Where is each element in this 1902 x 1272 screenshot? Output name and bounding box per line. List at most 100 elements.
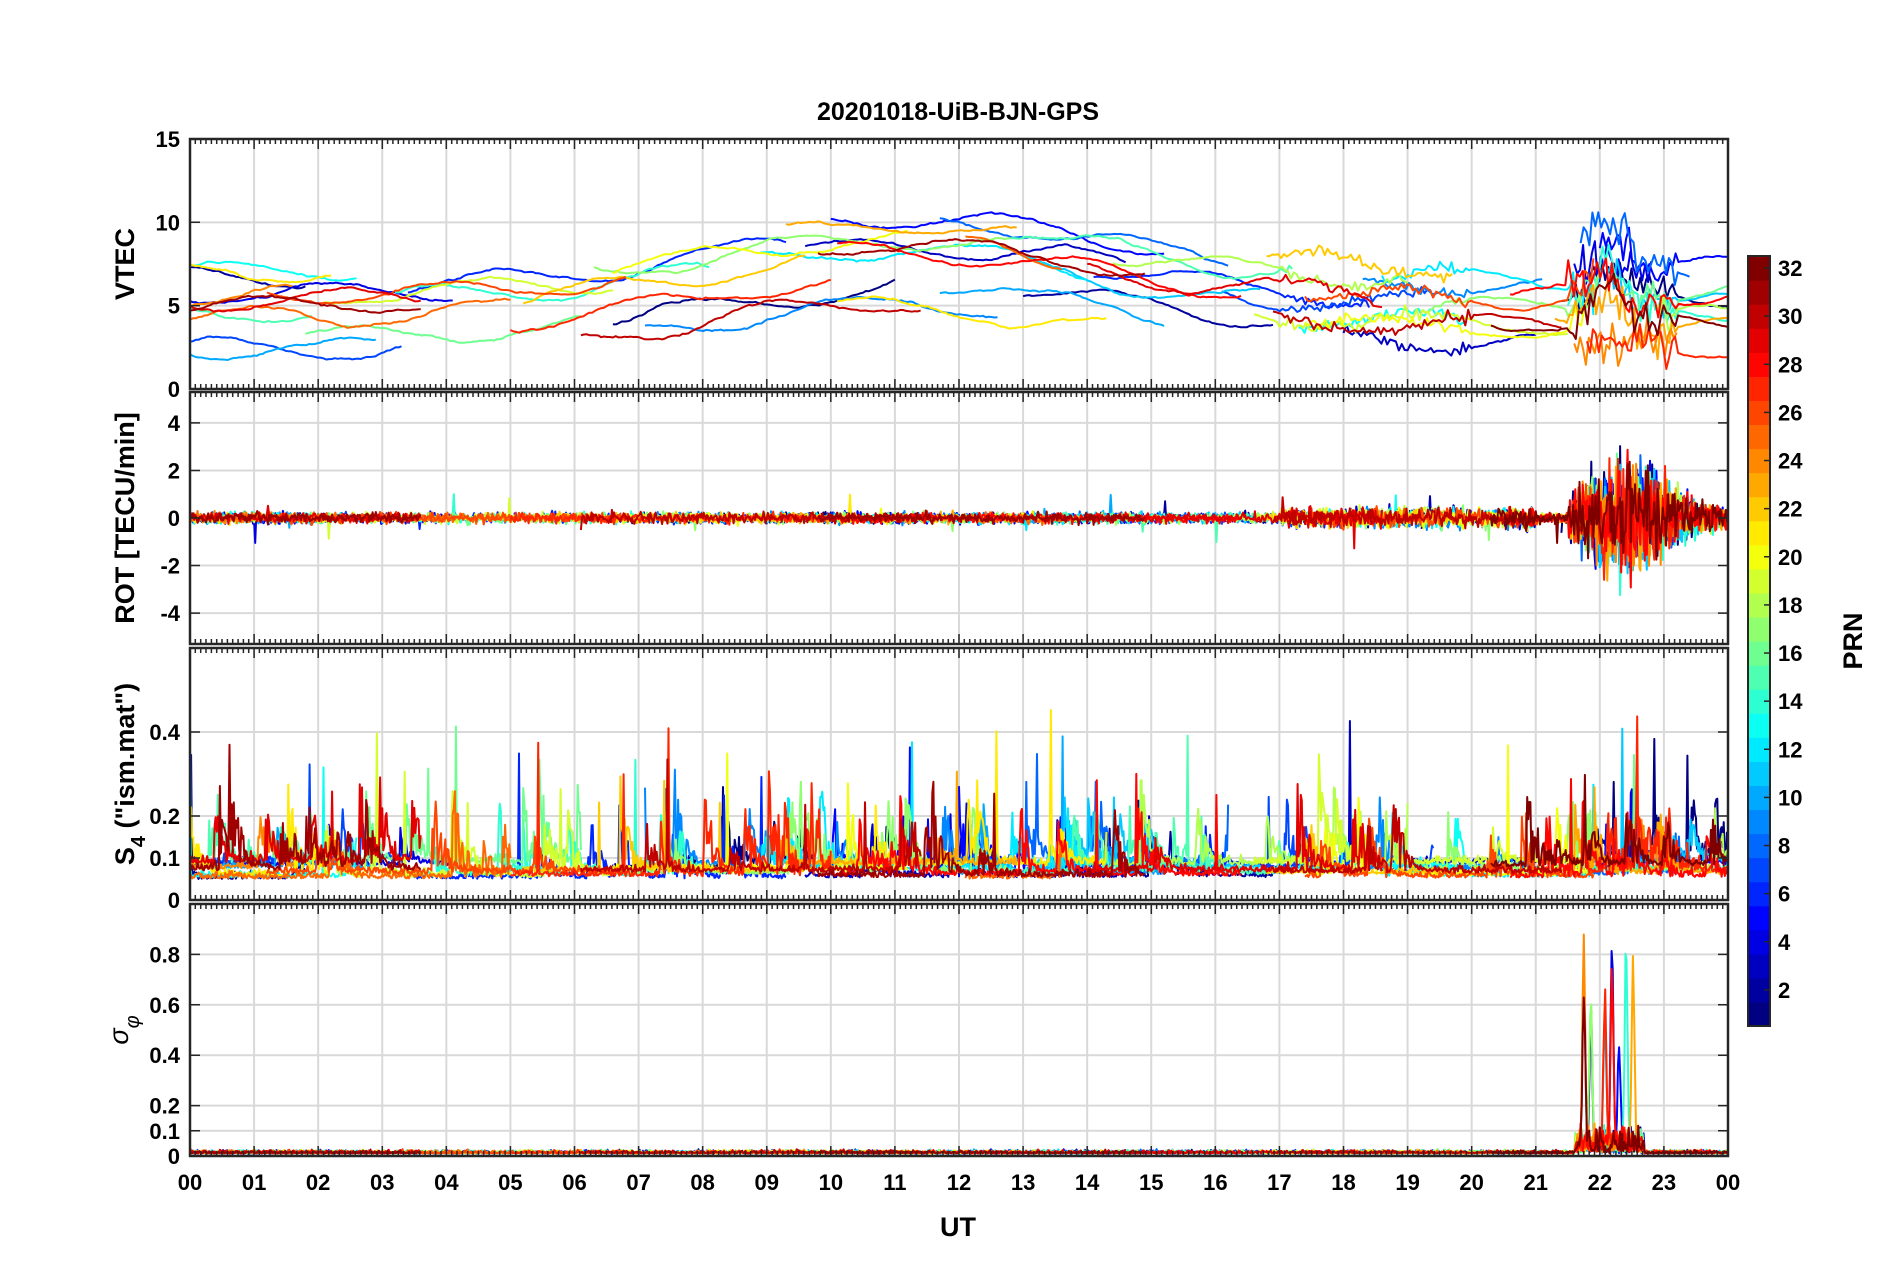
- series-prn-24: [190, 283, 293, 308]
- colorbar-tick-label: 30: [1778, 304, 1802, 329]
- panel-4: 00.10.2 0.4 0.6 0.8 σφ: [104, 902, 1730, 1169]
- series-prn-25: [965, 235, 1062, 271]
- y-tick-label: 0: [168, 1144, 180, 1169]
- colorbar-level: [1748, 1001, 1770, 1027]
- y-ticks: [190, 422, 1728, 614]
- colorbar-level: [1748, 809, 1770, 835]
- x-tick-label: 19: [1395, 1170, 1419, 1195]
- series-prn-17: [593, 759, 1012, 875]
- series-prn-31: [190, 294, 421, 314]
- y-tick-label: 0.1: [149, 1119, 180, 1144]
- series-prn-3: [804, 238, 1127, 264]
- y-tick-label: 0: [168, 377, 180, 402]
- series-prn-31: [817, 238, 1146, 277]
- y-tick-label: 0.6: [149, 993, 180, 1018]
- series-prn-7: [1221, 286, 1435, 313]
- series-prn-28: [837, 240, 1242, 299]
- colorbar-tick-label: 2: [1778, 978, 1790, 1003]
- colorbar-level: [1748, 352, 1770, 377]
- colorbar-tick-label: 22: [1778, 497, 1802, 522]
- series-prn-3: [1342, 323, 1536, 357]
- colorbar-level: [1748, 400, 1770, 426]
- colorbar-tick-label: 4: [1778, 930, 1791, 955]
- y-tick-label: 0.8: [149, 942, 180, 967]
- x-tick-label: 09: [755, 1170, 779, 1195]
- series-prn-30: [1272, 308, 1562, 336]
- x-tick-label: 01: [242, 1170, 266, 1195]
- y-axis-label: σφ: [104, 1015, 144, 1044]
- series-prn-1: [612, 278, 896, 326]
- series-prn-13: [190, 260, 357, 282]
- panel-frame: [188, 646, 1730, 902]
- panel-frame: [188, 902, 1730, 1158]
- colorbar-tick-label: 28: [1778, 352, 1802, 377]
- colorbar-level: [1748, 304, 1770, 329]
- series-prn-19: [324, 275, 614, 305]
- y-tick-label: 4: [168, 411, 181, 436]
- x-tick-label: 15: [1139, 1170, 1163, 1195]
- x-axis: 00 01 02 03 04 05 06 07 08 09 10 11 12 13 14 15 16 17 18 19…: [178, 1170, 1740, 1195]
- series-prn-20: [1304, 300, 1588, 339]
- y-tick-label: 0.2: [149, 804, 180, 829]
- x-tick-label: 14: [1075, 1170, 1100, 1195]
- series-prn-10: [939, 287, 1165, 327]
- colorbar-level: [1748, 665, 1770, 690]
- panel-series: [190, 445, 1728, 597]
- panel-1: 0 5 10 15 VTEC: [110, 127, 1730, 402]
- series-prn-17: [593, 234, 1011, 275]
- series-prn-7: [190, 335, 402, 361]
- colorbar-frame: [1747, 255, 1771, 1027]
- colorbar-level: [1748, 953, 1770, 979]
- colorbar-level: [1748, 496, 1770, 522]
- y-axis-label: VTEC: [110, 228, 140, 300]
- x-tick-label: 00: [178, 1170, 202, 1195]
- colorbar-level: [1748, 857, 1770, 883]
- series-prn-21: [836, 709, 1108, 867]
- series-prn-31: [817, 1148, 1146, 1155]
- colorbar-level: [1748, 280, 1770, 305]
- colorbar-tick-label: 8: [1778, 834, 1790, 859]
- y-axis-label: ROT [TECU/min]: [110, 412, 140, 623]
- colorbar-level: [1748, 905, 1770, 931]
- y-axis-label-base: S: [110, 847, 140, 865]
- panel-frame: [188, 137, 1730, 391]
- x-tick-label: 05: [498, 1170, 522, 1195]
- colorbar-level: [1748, 881, 1770, 907]
- x-tick-label: 16: [1203, 1170, 1227, 1195]
- colorbar-tick-label: 20: [1778, 545, 1802, 570]
- y-tick-label: 0.2: [149, 1094, 180, 1119]
- x-tick-label: 07: [626, 1170, 650, 1195]
- series-prn-30: [580, 298, 921, 341]
- series-prn-31: [817, 509, 1146, 527]
- y-tick-label: 2: [168, 458, 180, 483]
- colorbar-tick-label: 12: [1778, 737, 1802, 762]
- colorbar-level: [1748, 737, 1770, 762]
- series-prn-21: [190, 263, 332, 284]
- series-prn-31: [190, 510, 422, 526]
- y-tick-label: 0: [168, 506, 180, 531]
- x-tick-label: 17: [1267, 1170, 1291, 1195]
- colorbar-tick-label: 18: [1778, 593, 1802, 618]
- series-prn-5: [1598, 226, 1728, 282]
- series-prn-9: [1362, 277, 1543, 299]
- y-axis-label-rest: ("ism.mat"): [110, 683, 140, 836]
- x-axis-label: UT: [940, 1212, 976, 1242]
- series-prn-11: [1028, 256, 1261, 299]
- colorbar-level: [1748, 376, 1770, 401]
- series-prn-15: [1010, 234, 1293, 280]
- series-prn-30: [579, 508, 922, 531]
- y-tick-label: 0.4: [149, 1043, 180, 1068]
- colorbar-level: [1748, 977, 1770, 1003]
- panel-series: [190, 709, 1728, 880]
- series-prn-32: [1490, 773, 1728, 868]
- series-prn-30: [1272, 804, 1563, 874]
- colorbar-tick-label: 6: [1778, 882, 1790, 907]
- x-tick-label: 03: [370, 1170, 394, 1195]
- colorbar-label: PRN: [1838, 612, 1868, 669]
- colorbar-level: [1748, 833, 1770, 859]
- panel-series: [190, 211, 1728, 370]
- x-tick-label: 20: [1459, 1170, 1483, 1195]
- colorbar-level: [1748, 785, 1770, 811]
- y-tick-label: 0.1: [149, 846, 180, 871]
